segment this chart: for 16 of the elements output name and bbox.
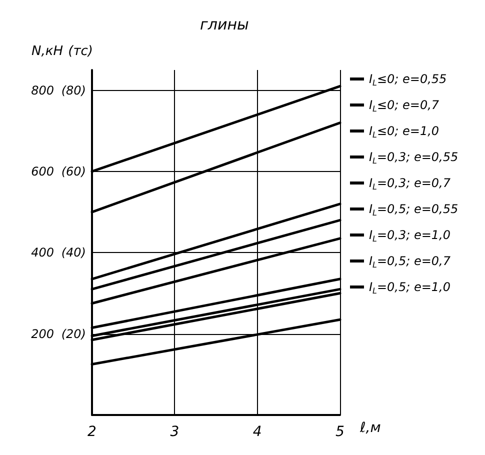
y2-axis-title: (тс)	[68, 44, 93, 59]
y2-tick-label: (80)	[61, 83, 86, 98]
y-tick-label: 800	[31, 83, 54, 98]
y-axis-title: N,кН	[32, 44, 64, 59]
x-tick-label: 3	[170, 424, 180, 440]
y2-tick-label: (40)	[61, 246, 86, 260]
chart-title: глины	[200, 16, 250, 34]
x-tick-label: 5	[336, 424, 345, 440]
y2-tick-label: (20)	[61, 326, 86, 341]
y-tick-label: 400	[31, 246, 54, 260]
x-axis-title: ℓ,м	[359, 420, 382, 436]
x-tick-label: 2	[88, 424, 97, 440]
x-tick-label: 4	[252, 424, 262, 440]
y-tick-label: 600	[31, 164, 54, 178]
y2-tick-label: (60)	[61, 164, 86, 178]
y-tick-label: 200	[31, 326, 54, 341]
